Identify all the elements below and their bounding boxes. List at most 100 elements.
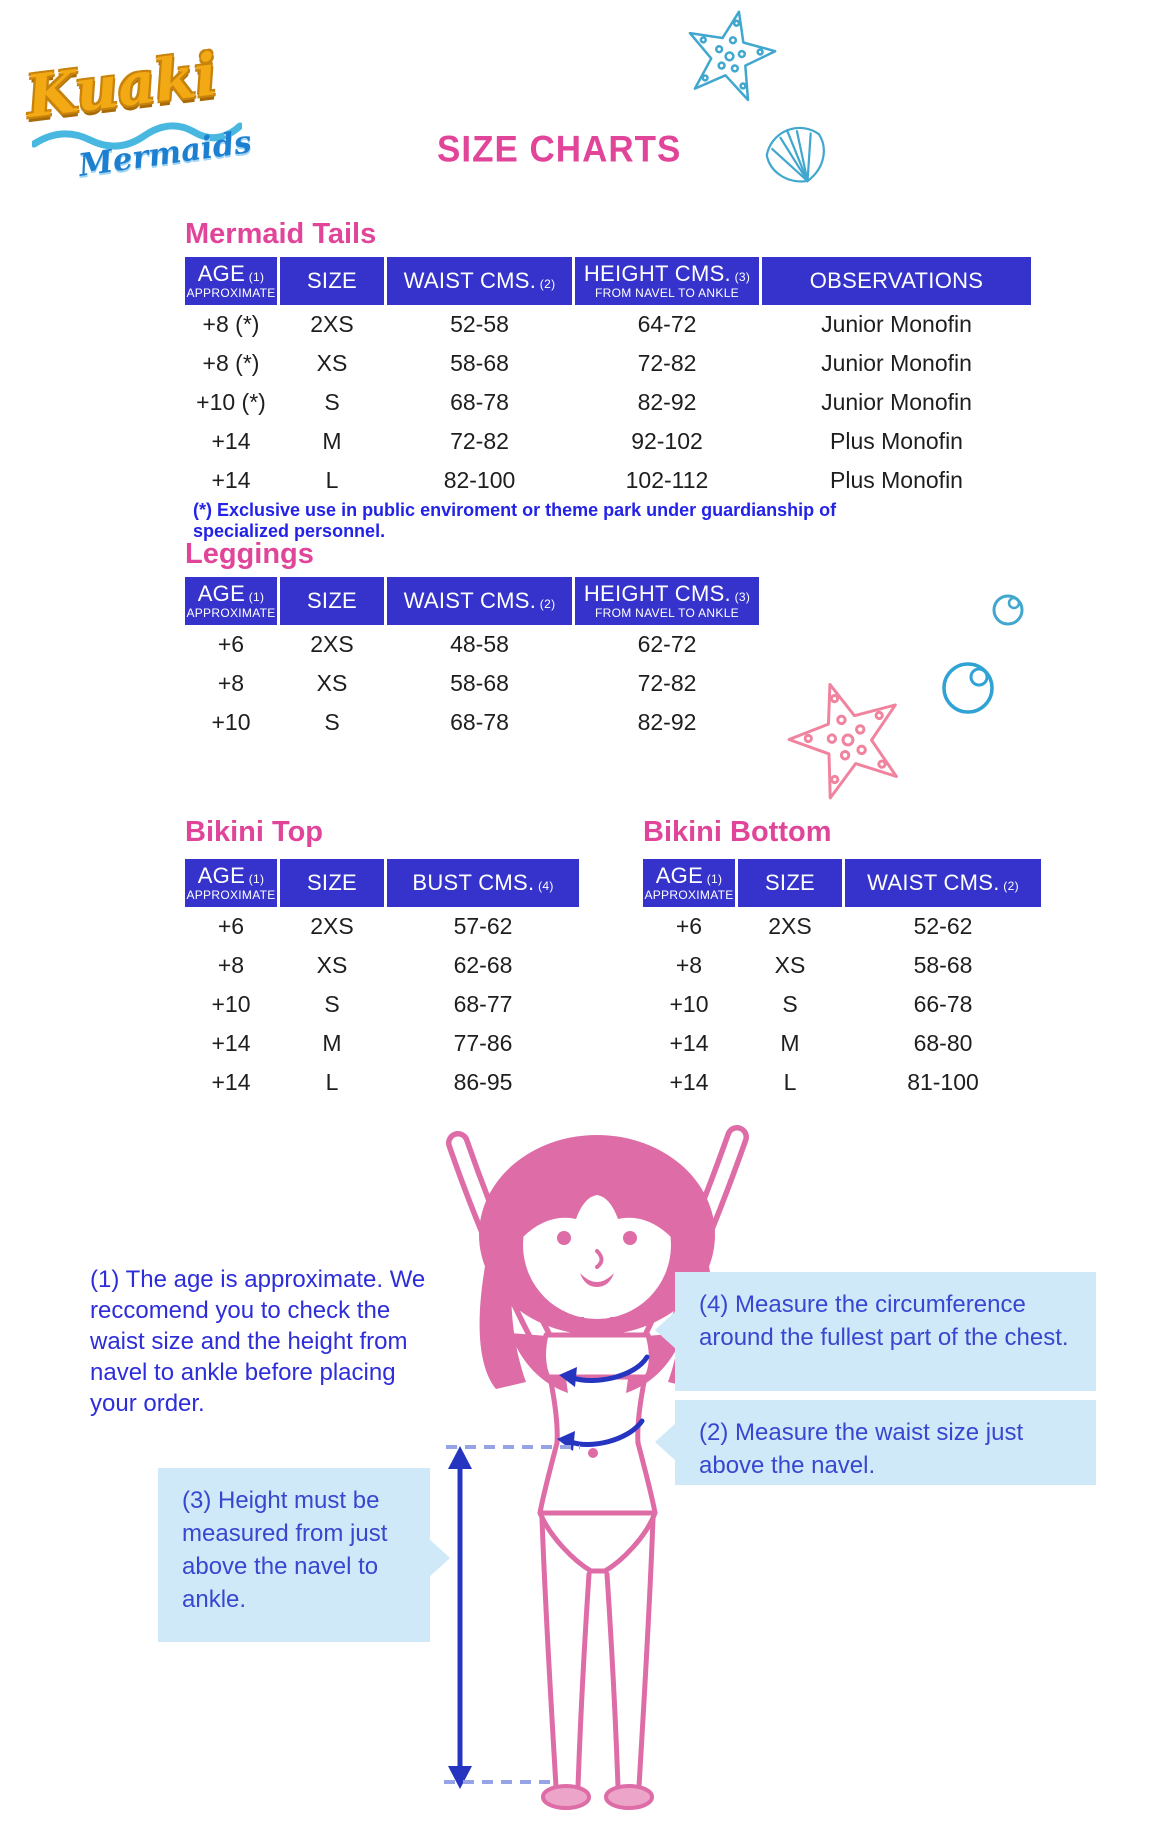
column-header: AGE (1) APPROXIMATE xyxy=(185,257,277,305)
brand-name: Kuaki xyxy=(22,40,221,131)
table-cell: M xyxy=(322,428,342,454)
callout-arrow xyxy=(428,1538,450,1578)
table-cell: +8 xyxy=(217,670,245,696)
table-cell: 72-82 xyxy=(450,428,509,454)
table-cell: 2XS xyxy=(310,913,354,939)
table-cell: 52-58 xyxy=(450,311,509,337)
section-heading-bikini-bottom: Bikini Bottom xyxy=(643,816,832,848)
table-cell: +14 xyxy=(211,1069,251,1095)
column-header: HEIGHT CMS. (3) FROM NAVEL TO ANKLE xyxy=(575,577,759,625)
table-cell: +6 xyxy=(217,913,245,939)
table-cell: +8 (*) xyxy=(202,350,260,376)
note-age: (1) The age is approximate. We reccomend… xyxy=(90,1266,426,1417)
table-cell: Plus Monofin xyxy=(830,467,963,493)
table-cell: S xyxy=(324,709,340,735)
table-cell: S xyxy=(324,389,340,415)
table-cell: Junior Monofin xyxy=(821,311,972,337)
table-cell: 68-78 xyxy=(450,389,509,415)
table-cell: 62-72 xyxy=(637,631,697,657)
table-cell: 82-92 xyxy=(637,389,697,415)
column-header: WAIST CMS. (2) xyxy=(845,859,1041,907)
section-heading-mermaid-tails: Mermaid Tails xyxy=(185,218,377,250)
column-header: WAIST CMS. (2) xyxy=(387,577,572,625)
table-cell: +14 xyxy=(669,1069,709,1095)
table-cell: 52-62 xyxy=(913,913,973,939)
table-cell: 68-77 xyxy=(453,991,513,1017)
pink-starfish-icon xyxy=(787,682,898,800)
table-cell: L xyxy=(325,467,339,493)
measurement-annotations xyxy=(444,1354,650,1789)
table-cell: 92-102 xyxy=(631,428,703,454)
mermaid-tails-table: AGE (1) APPROXIMATE SIZE WAIST CMS. (2) HEIG… xyxy=(185,257,1031,500)
table-cell: 2XS xyxy=(768,913,812,939)
table-cell: +14 xyxy=(211,467,251,493)
table-cell: 2XS xyxy=(310,631,354,657)
table-cell: M xyxy=(780,1030,800,1056)
wave-icon xyxy=(32,122,242,150)
table-cell: +8 xyxy=(217,952,245,978)
note-bust-callout: (4) Measure the circumference around the… xyxy=(655,1272,1096,1391)
section-heading-bikini-top: Bikini Top xyxy=(185,816,324,848)
table-cell: XS xyxy=(316,952,348,978)
callout-arrow xyxy=(655,1422,677,1462)
page-title: SIZE CHARTS xyxy=(437,129,682,170)
table-cell: +10 (*) xyxy=(196,389,266,415)
column-header: SIZE xyxy=(280,577,384,625)
table-cell: 77-86 xyxy=(453,1030,513,1056)
column-header: OBSERVATIONS xyxy=(762,257,1031,305)
table-cell: +14 xyxy=(211,428,251,454)
table-cell: S xyxy=(782,991,798,1017)
table-cell: 64-72 xyxy=(637,311,697,337)
table-cell: XS xyxy=(316,350,348,376)
table-cell: 62-68 xyxy=(453,952,513,978)
table-cell: Plus Monofin xyxy=(830,428,963,454)
callout-text: (4) Measure the circumference around the… xyxy=(699,1291,1069,1351)
table-cell: 72-82 xyxy=(637,350,697,376)
bikini-bottom-table: AGE (1) APPROXIMATE SIZE WAIST CMS. (2) +6 2X… xyxy=(643,859,1041,1102)
table-cell: L xyxy=(325,1069,339,1095)
bubble-icon xyxy=(942,662,994,714)
table-cell: 2XS xyxy=(310,311,354,337)
table-cell: +8 xyxy=(675,952,703,978)
callout-text: (2) Measure the waist size just above th… xyxy=(699,1419,1024,1479)
table-cell: +10 xyxy=(669,991,709,1017)
bubble-icon xyxy=(992,594,1024,626)
table-cell: 66-78 xyxy=(913,991,973,1017)
brand-logo: Kuaki Mermaids xyxy=(23,40,276,198)
column-header: AGE (1) APPROXIMATE xyxy=(185,577,277,625)
table-cell: 68-78 xyxy=(450,709,509,735)
table-cell: 72-82 xyxy=(637,670,697,696)
table-cell: 81-100 xyxy=(907,1069,979,1095)
table-cell: 57-62 xyxy=(453,913,513,939)
table-cell: 102-112 xyxy=(625,467,709,493)
callout-text: (3) Height must be measured from just ab… xyxy=(182,1487,388,1613)
leggings-table: AGE (1) APPROXIMATE SIZE WAIST CMS. (2) HEIG… xyxy=(185,577,759,742)
table-cell: +10 xyxy=(211,991,251,1017)
table-cell: Junior Monofin xyxy=(821,350,972,376)
table-cell: S xyxy=(324,991,340,1017)
table-cell: 58-68 xyxy=(450,350,509,376)
table-cell: +14 xyxy=(211,1030,251,1056)
note-waist-callout: (2) Measure the waist size just above th… xyxy=(655,1400,1096,1485)
column-header: HEIGHT CMS. (3) FROM NAVEL TO ANKLE xyxy=(575,257,759,305)
table-cell: XS xyxy=(774,952,806,978)
table-cell: 68-80 xyxy=(913,1030,973,1056)
table-cell: XS xyxy=(316,670,348,696)
table-cell: 58-68 xyxy=(913,952,973,978)
table-cell: 48-58 xyxy=(450,631,509,657)
table-cell: L xyxy=(783,1069,797,1095)
column-header: WAIST CMS. (2) xyxy=(387,257,572,305)
callout-arrow xyxy=(655,1310,677,1350)
shell-icon xyxy=(765,126,825,183)
table-cell: M xyxy=(322,1030,342,1056)
table-cell: +10 xyxy=(211,709,251,735)
table-cell: +14 xyxy=(669,1030,709,1056)
section-heading-leggings: Leggings xyxy=(185,538,314,570)
column-header: SIZE xyxy=(280,257,384,305)
footnote: (*) Exclusive use in public enviroment o… xyxy=(193,500,837,541)
table-cell: 82-92 xyxy=(637,709,697,735)
bikini-top-table: AGE (1) APPROXIMATE SIZE BUST CMS. (4) +6 2XS… xyxy=(185,859,579,1102)
table-cell: Junior Monofin xyxy=(821,389,972,415)
column-header: BUST CMS. (4) xyxy=(387,859,579,907)
